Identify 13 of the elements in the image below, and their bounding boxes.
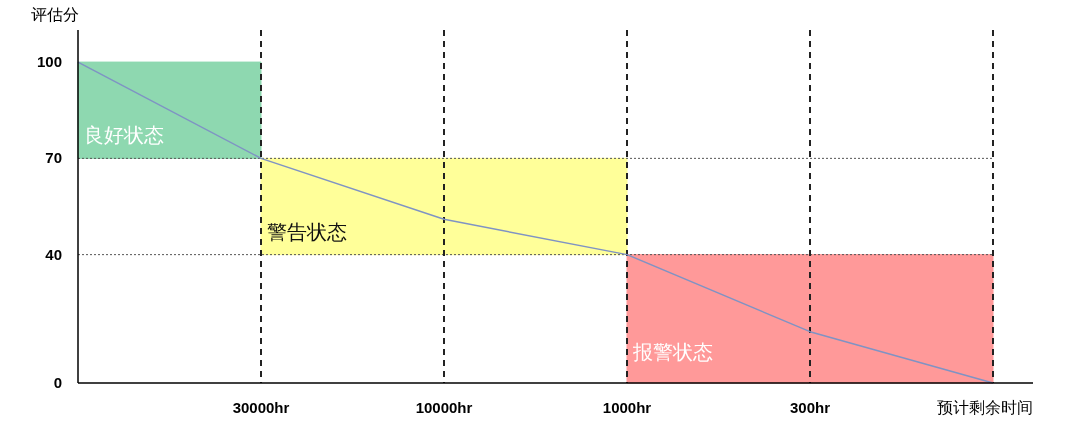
x-tick-label: 300hr	[789, 399, 831, 416]
y-tick-label: 0	[53, 374, 62, 391]
x-tick-label: 10000hr	[415, 399, 473, 416]
y-tick-label: 100	[36, 53, 62, 71]
annotation: 警告状态	[267, 220, 347, 243]
y-axis-title: 评估分	[31, 6, 79, 23]
x-tick-label: 30000hr	[232, 399, 290, 416]
annotation: 良好状态	[84, 124, 164, 147]
annotation: 报警状态	[632, 340, 713, 363]
y-tick-label: 70	[45, 149, 62, 167]
x-axis-title: 预计剩余时间	[937, 399, 1033, 416]
x-tick-label: 1000hr	[602, 399, 652, 416]
y-tick-label: 40	[45, 245, 62, 263]
